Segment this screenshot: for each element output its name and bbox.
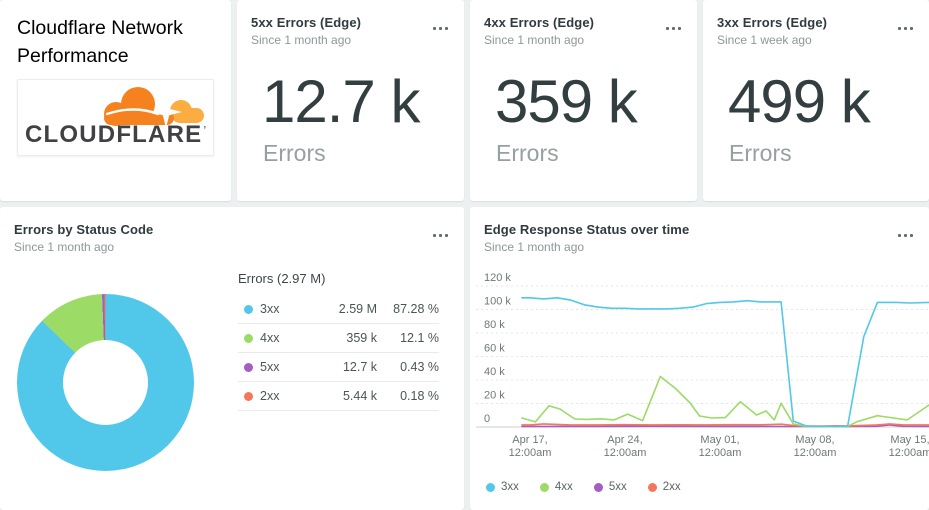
- x-axis-sublabel: 12:00am: [794, 447, 837, 459]
- card-title: Errors by Status Code: [14, 222, 154, 237]
- x-axis-label: May 01,: [700, 434, 739, 446]
- card-menu-button[interactable]: [895, 22, 915, 34]
- legend-dot-5xx: [593, 482, 603, 492]
- legend-value: 359 k: [346, 331, 377, 345]
- legend-label: 3xx: [260, 302, 280, 316]
- card-title: Edge Response Status over time: [484, 222, 690, 237]
- legend-dot-5xx: [244, 362, 253, 372]
- card-time-range: Since 1 month ago: [484, 33, 585, 47]
- legend-dot-2xx: [244, 391, 253, 401]
- card-time-range: Since 1 month ago: [484, 240, 585, 254]
- timeseries-legend: 3xx 4xx 5xx 2xx: [486, 481, 681, 493]
- cloudflare-cloud-icon: [104, 87, 204, 128]
- billboard-value: 12.7 k: [262, 68, 420, 135]
- legend-dot-3xx: [244, 304, 253, 314]
- y-axis-label: 100 k: [484, 296, 511, 308]
- card-title: 5xx Errors (Edge): [251, 15, 362, 30]
- pie-legend-row-3xx[interactable]: 3xx 2.59 M 87.28 %: [238, 295, 439, 324]
- y-axis-label: 120 k: [484, 272, 511, 284]
- legend-value: 2.59 M: [338, 302, 377, 316]
- card-time-range: Since 1 month ago: [251, 33, 352, 47]
- legend-label: 2xx: [662, 481, 681, 493]
- billboard-caption: Errors: [263, 140, 326, 166]
- dashboard-title: Cloudflare Network Performance: [17, 17, 183, 67]
- x-axis-label: May 15,: [890, 434, 929, 446]
- legend-dot-4xx: [539, 482, 549, 492]
- legend-dot-2xx: [647, 482, 657, 492]
- donut-chart[interactable]: [17, 294, 194, 471]
- legend-percent: 12.1 %: [400, 331, 439, 345]
- y-axis-label: 20 k: [484, 390, 505, 402]
- legend-value: 12.7 k: [342, 360, 377, 374]
- y-axis-label: 80 k: [484, 319, 505, 331]
- billboard-4xx-errors: 4xx Errors (Edge) Since 1 month ago 359 …: [470, 0, 697, 201]
- dashboard-title-card: Cloudflare Network Performance CLOUDFLAR…: [0, 0, 231, 201]
- legend-label: 4xx: [554, 481, 573, 493]
- series-toggle-4xx[interactable]: 4xx: [539, 481, 573, 493]
- legend-percent: 0.43 %: [400, 360, 439, 374]
- legend-label: 4xx: [260, 331, 280, 345]
- card-menu-button[interactable]: [430, 229, 450, 241]
- legend-dot-3xx: [486, 482, 495, 492]
- card-title: 4xx Errors (Edge): [484, 15, 595, 30]
- x-axis-label: Apr 17,: [512, 434, 547, 446]
- pie-legend-row-2xx[interactable]: 2xx 5.44 k 0.18 %: [238, 382, 439, 411]
- x-axis-label: May 08,: [795, 434, 834, 446]
- billboard-value: 499 k: [728, 68, 871, 135]
- cloudflare-wordmark: CLOUDFLARE’: [25, 121, 208, 148]
- billboard-caption: Errors: [496, 140, 559, 166]
- x-axis-label: Apr 24,: [607, 434, 642, 446]
- x-axis-sublabel: 12:00am: [509, 447, 552, 459]
- billboard-5xx-errors: 5xx Errors (Edge) Since 1 month ago 12.7…: [237, 0, 464, 201]
- legend-label: 3xx: [501, 481, 519, 493]
- legend-value: 5.44 k: [342, 389, 377, 403]
- series-line-3xx: [521, 297, 929, 428]
- legend-label: 2xx: [260, 389, 280, 403]
- legend-label: 5xx: [608, 481, 627, 493]
- card-title: 3xx Errors (Edge): [717, 15, 828, 30]
- x-axis-sublabel: 12:00am: [604, 447, 647, 459]
- series-line-4xx: [521, 375, 929, 428]
- series-toggle-5xx[interactable]: 5xx: [593, 481, 627, 493]
- y-axis-label: 40 k: [484, 366, 505, 378]
- billboard-value: 359 k: [495, 68, 638, 135]
- legend-percent: 0.18 %: [400, 389, 439, 403]
- legend-label: 5xx: [260, 360, 280, 374]
- legend-dot-4xx: [244, 333, 253, 343]
- pie-legend-header: Errors (2.97 M): [238, 271, 326, 286]
- errors-by-status-code-card: Errors by Status Code Since 1 month ago …: [0, 207, 464, 510]
- y-axis-label: 60 k: [484, 343, 505, 355]
- pie-legend-row-4xx[interactable]: 4xx 359 k 12.1 %: [238, 324, 439, 353]
- card-menu-button[interactable]: [663, 22, 683, 34]
- x-axis-sublabel: 12:00am: [699, 447, 742, 459]
- series-toggle-3xx[interactable]: 3xx: [486, 481, 519, 493]
- card-time-range: Since 1 week ago: [717, 33, 812, 47]
- edge-response-status-card: Edge Response Status over time Since 1 m…: [470, 207, 929, 510]
- x-axis-sublabel: 12:00am: [889, 447, 929, 459]
- card-menu-button[interactable]: [430, 22, 450, 34]
- y-axis-label: 0: [484, 413, 490, 425]
- series-line-2xx: [521, 423, 929, 427]
- card-time-range: Since 1 month ago: [14, 240, 115, 254]
- cloudflare-logo: CLOUDFLARE’: [17, 79, 214, 156]
- series-toggle-2xx[interactable]: 2xx: [647, 481, 681, 493]
- pie-legend: Errors (2.97 M) 3xx 2.59 M 87.28 % 4xx 3…: [238, 271, 439, 411]
- billboard-caption: Errors: [729, 140, 792, 166]
- billboard-3xx-errors: 3xx Errors (Edge) Since 1 week ago 499 k…: [703, 0, 929, 201]
- legend-percent: 87.28 %: [393, 302, 439, 316]
- pie-legend-row-5xx[interactable]: 5xx 12.7 k 0.43 %: [238, 353, 439, 382]
